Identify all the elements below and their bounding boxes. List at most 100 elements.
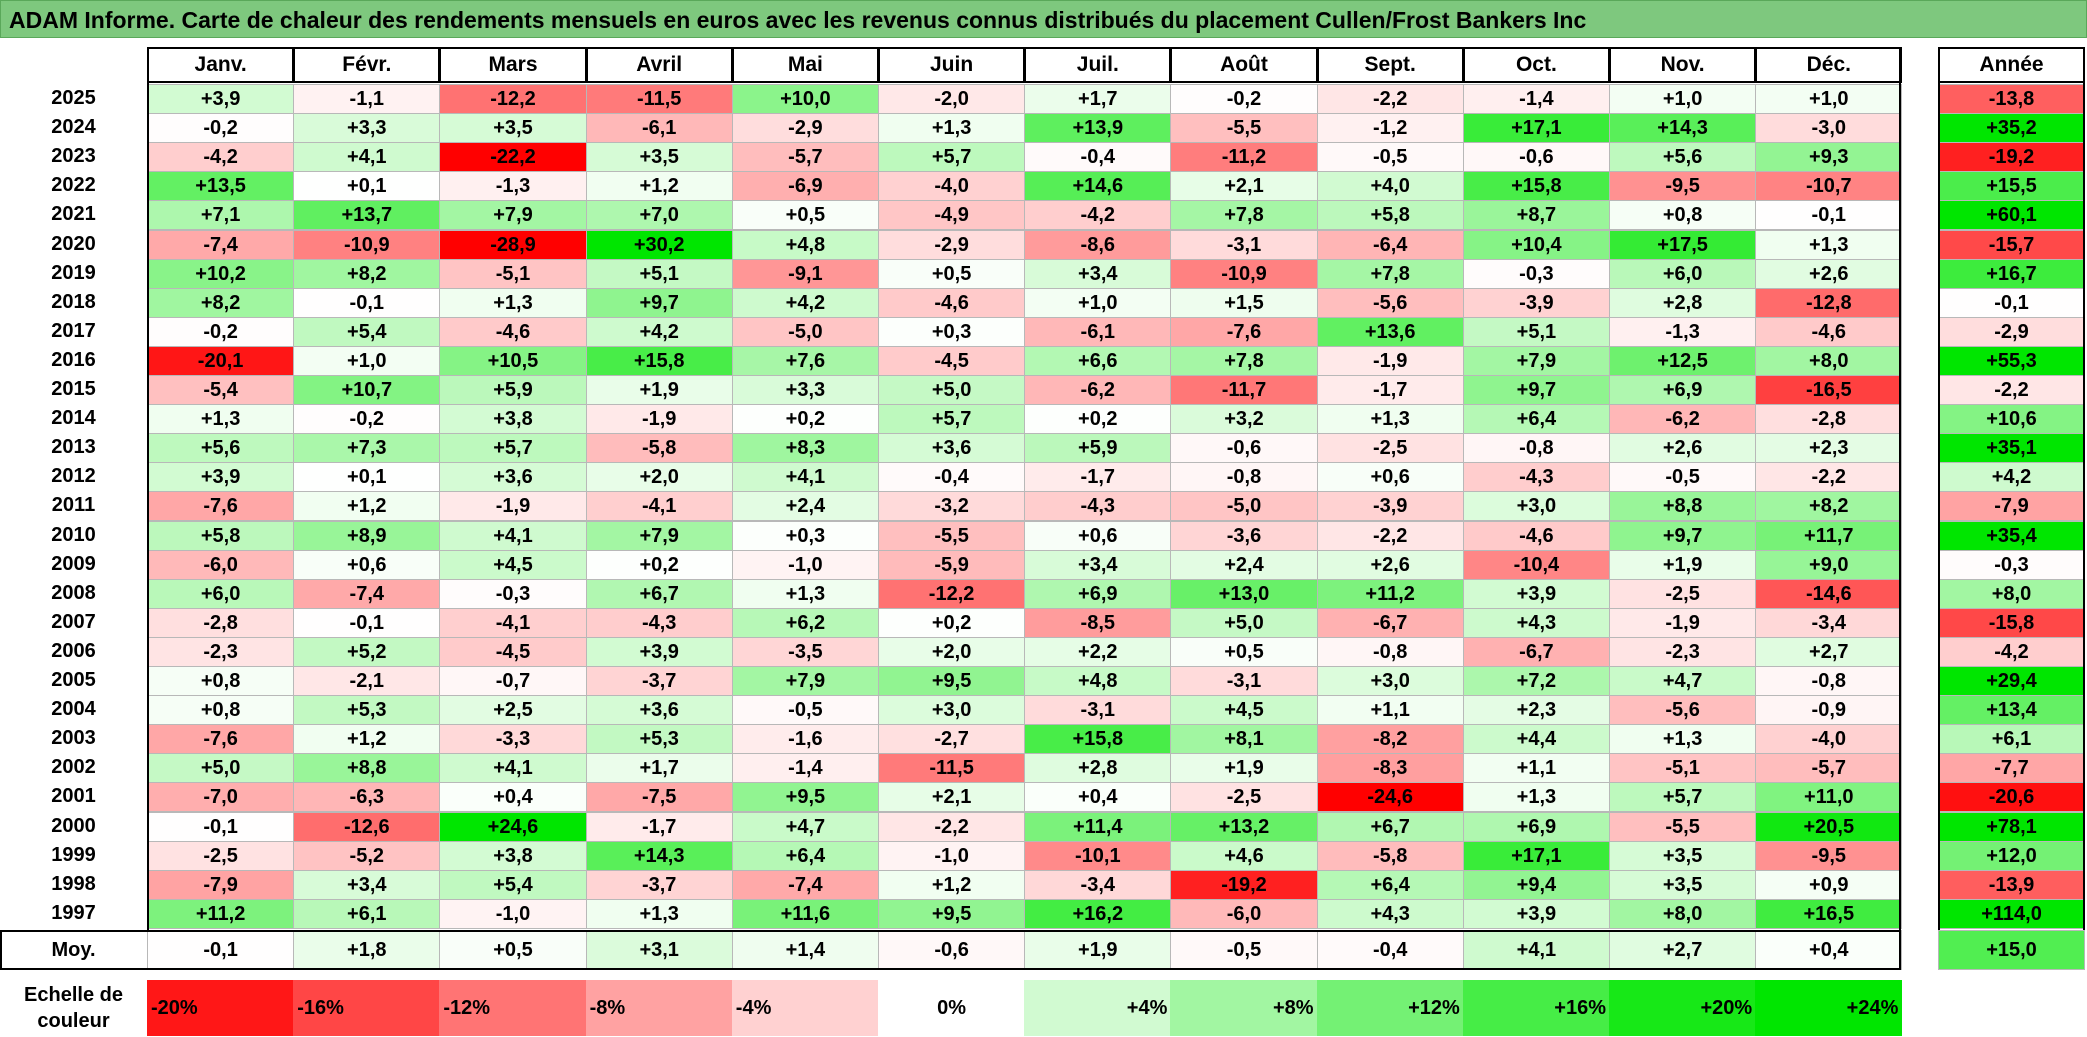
row-year-label: 2023 (51, 145, 96, 168)
annual-cell: -0,3 (1938, 549, 2085, 580)
heatmap-cell: +3,9 (585, 636, 733, 667)
annual-cell: -2,9 (1938, 316, 2085, 347)
average-cell: +0,4 (1755, 930, 1903, 970)
row-year-label: 2020 (51, 232, 96, 255)
row-year-label: 2003 (51, 727, 96, 750)
heatmap-cell: +9,7 (1609, 520, 1757, 551)
annual-cell: -0,1 (1938, 287, 2085, 318)
heatmap-cell: +14,3 (1609, 113, 1757, 144)
heatmap-cell: -0,8 (1462, 433, 1610, 464)
heatmap-cell: -11,5 (585, 84, 733, 115)
heatmap-cell: +1,3 (585, 898, 733, 929)
heatmap-cell: +7,9 (731, 666, 879, 697)
heatmap-cell: -10,9 (1170, 258, 1318, 289)
heatmap-cell: +0,1 (293, 171, 441, 202)
average-label: Moy. (51, 939, 96, 961)
row-year-label: 2016 (51, 348, 96, 371)
heatmap-cell: -5,9 (878, 549, 1026, 580)
heatmap-cell: -1,0 (878, 840, 1026, 871)
color-scale-swatch: -20% (147, 980, 295, 1036)
heatmap-cell: -8,3 (1316, 753, 1464, 784)
annual-cell: -7,9 (1938, 491, 2085, 522)
heatmap-cell: +9,0 (1755, 549, 1903, 580)
heatmap-cell: +1,3 (439, 287, 587, 318)
month-header: Mai (731, 47, 879, 83)
heatmap-cell: -5,5 (1609, 811, 1757, 842)
row-year-label: 2015 (51, 378, 96, 400)
heatmap-cell: +1,3 (1755, 229, 1903, 260)
heatmap-cell: -7,4 (147, 229, 295, 260)
heatmap-cell: -2,1 (293, 666, 441, 697)
heatmap-cell: -10,4 (1462, 549, 1610, 580)
row-year-label: 2021 (51, 203, 96, 226)
heatmap-cell: -1,3 (1609, 316, 1757, 347)
heatmap-cell: -19,2 (1170, 869, 1318, 900)
heatmap-cell: -1,9 (585, 404, 733, 435)
heatmap-cell: +15,8 (585, 345, 733, 376)
heatmap-cell: -0,4 (1024, 142, 1172, 173)
month-header: Juin (878, 47, 1026, 83)
heatmap-cell: -0,1 (293, 607, 441, 638)
color-scale-swatch: +12% (1316, 980, 1464, 1036)
heatmap-cell: -2,9 (731, 113, 879, 144)
heatmap-cell: -6,3 (293, 782, 441, 813)
heatmap-cell: +11,0 (1755, 782, 1903, 813)
heatmap-cell: -4,3 (1024, 491, 1172, 522)
heatmap-cell: +0,3 (878, 316, 1026, 347)
heatmap-cell: -1,7 (1316, 375, 1464, 406)
heatmap-cell: +3,0 (1462, 491, 1610, 522)
heatmap-cell: -3,0 (1755, 113, 1903, 144)
annual-cell: -13,8 (1938, 84, 2085, 115)
heatmap-cell: +3,0 (1316, 666, 1464, 697)
heatmap-cell: -3,1 (1170, 229, 1318, 260)
heatmap-cell: -6,2 (1024, 375, 1172, 406)
month-header: Févr. (293, 47, 441, 83)
heatmap-cell: +3,9 (147, 462, 295, 493)
heatmap-cell: -2,8 (147, 607, 295, 638)
heatmap-cell: -12,2 (878, 578, 1026, 609)
heatmap-cell: +1,1 (1316, 695, 1464, 726)
heatmap-cell: -7,0 (147, 782, 295, 813)
heatmap-cell: +5,7 (1609, 782, 1757, 813)
annual-cell: +15,5 (1938, 171, 2085, 202)
heatmap-cell: -5,8 (585, 433, 733, 464)
heatmap-cell: +5,6 (147, 433, 295, 464)
heatmap-cell: +6,9 (1609, 375, 1757, 406)
heatmap-cell: +0,9 (1755, 869, 1903, 900)
heatmap-cell: +1,0 (1024, 287, 1172, 318)
heatmap-cell: +5,4 (439, 869, 587, 900)
heatmap-cell: +2,4 (1170, 549, 1318, 580)
heatmap-cell: +9,5 (878, 898, 1026, 929)
heatmap-cell: +3,5 (439, 113, 587, 144)
heatmap-cell: -2,2 (1316, 84, 1464, 115)
heatmap-cell: -1,6 (731, 724, 879, 755)
row-year-label: 2006 (51, 639, 96, 662)
heatmap-cell: -3,9 (1462, 287, 1610, 318)
color-scale-swatch: +20% (1609, 980, 1757, 1036)
heatmap-cell: +4,5 (1170, 695, 1318, 726)
annual-cell: +6,1 (1938, 724, 2085, 755)
heatmap-cell: +15,8 (1024, 724, 1172, 755)
average-cell: +1,9 (1024, 930, 1172, 970)
average-cell: +1,8 (293, 930, 441, 970)
heatmap-cell: +5,0 (878, 375, 1026, 406)
heatmap-cell: +1,2 (293, 491, 441, 522)
row-year-label: 2017 (51, 319, 96, 342)
heatmap-cell: -24,6 (1316, 782, 1464, 813)
heatmap-cell: -22,2 (439, 142, 587, 173)
heatmap-cell: +6,6 (1024, 345, 1172, 376)
annual-cell: +35,2 (1938, 113, 2085, 144)
heatmap-cell: +5,1 (1462, 316, 1610, 347)
heatmap-cell: +7,3 (293, 433, 441, 464)
heatmap-cell: +11,7 (1755, 520, 1903, 551)
heatmap-cell: +8,3 (731, 433, 879, 464)
heatmap-cell: -0,5 (1316, 142, 1464, 173)
heatmap-cell: +10,0 (731, 84, 879, 115)
heatmap-cell: -3,1 (1170, 666, 1318, 697)
heatmap-cell: +8,0 (1755, 345, 1903, 376)
heatmap-cell: -7,5 (585, 782, 733, 813)
heatmap-cell: +5,3 (293, 695, 441, 726)
heatmap-cell: +1,3 (1316, 404, 1464, 435)
annual-cell: +13,4 (1938, 695, 2085, 726)
heatmap-cell: +8,8 (1609, 491, 1757, 522)
